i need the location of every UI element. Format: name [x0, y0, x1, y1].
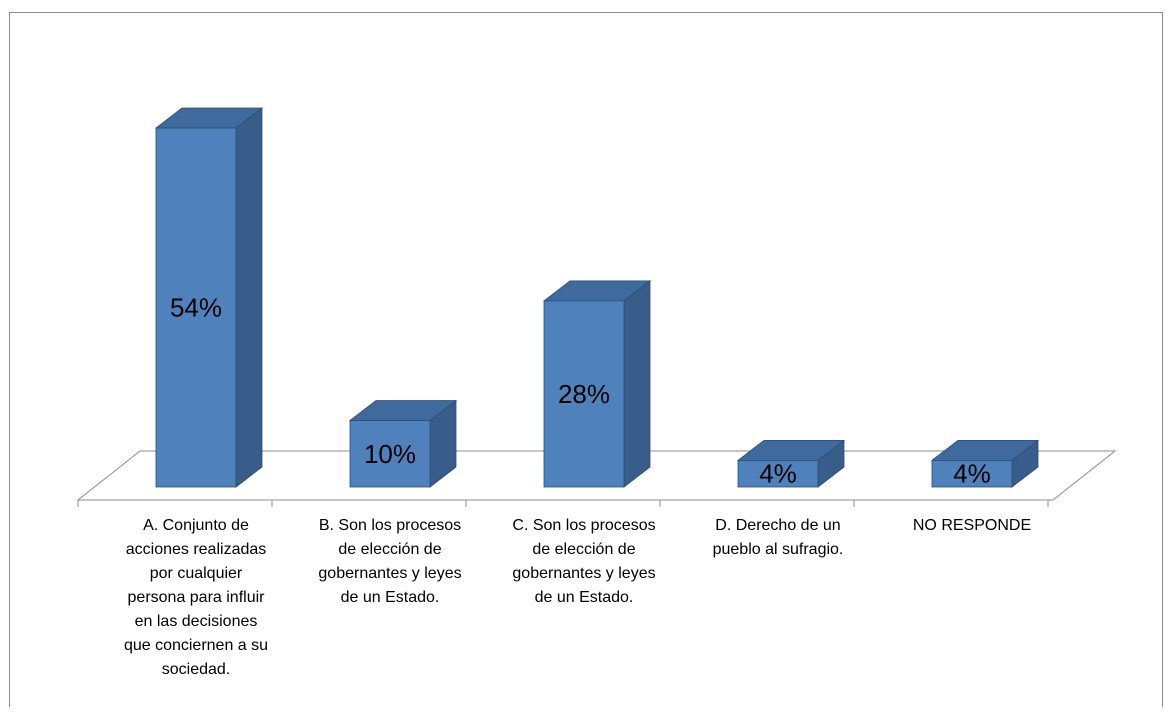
category-label: B. Son los procesos de elección de gober…	[318, 517, 462, 606]
bar-front-face	[931, 460, 1013, 488]
bar-data-label: 28%	[558, 379, 610, 409]
bar-data-label: 4%	[953, 459, 991, 489]
bar-data-label: 10%	[364, 439, 416, 469]
bar-data-label: 54%	[170, 293, 222, 323]
bar-1: 54%	[154, 107, 264, 488]
bar-4: 4%	[736, 439, 846, 489]
bar-front-face	[737, 460, 819, 488]
category-label: D. Derecho de un pueblo al sufragio.	[712, 517, 844, 558]
bar-front-face	[543, 300, 625, 488]
bar-front-face	[155, 127, 237, 488]
bar-2: 10%	[348, 399, 458, 488]
bar-5: 4%	[930, 439, 1040, 489]
bar-front-face	[349, 420, 431, 488]
bar-side-face	[623, 280, 651, 488]
bar-side-face	[235, 107, 263, 488]
category-label: C. Son los procesos de elección de gober…	[512, 517, 656, 606]
category-label: A. Conjunto de acciones realizadas por c…	[123, 517, 269, 678]
bar-data-label: 4%	[759, 459, 797, 489]
bar-3: 28%	[542, 280, 652, 488]
category-label: NO RESPONDE	[912, 517, 1032, 534]
